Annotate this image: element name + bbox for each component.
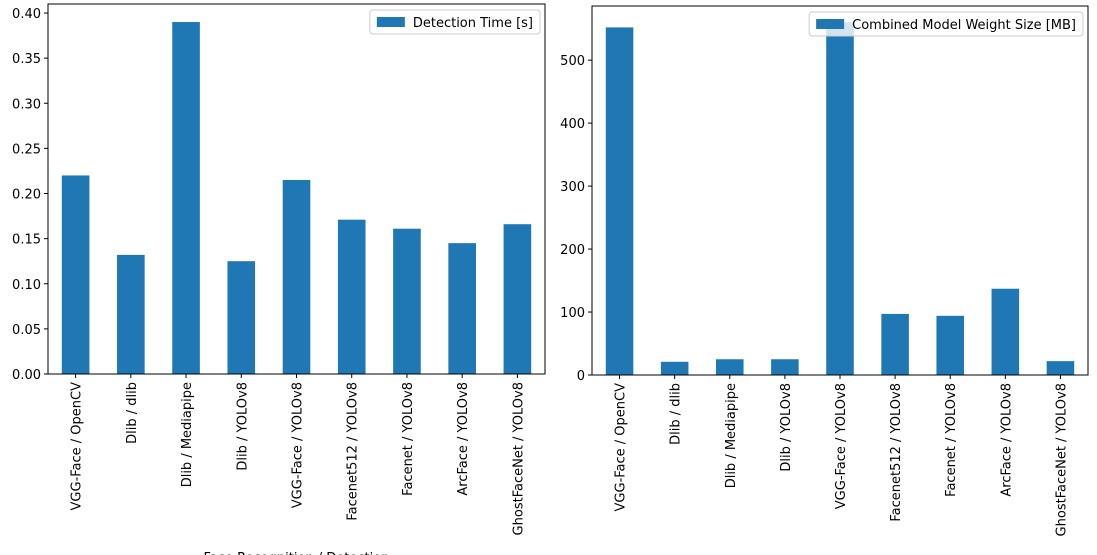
bar [337, 219, 366, 374]
bar [61, 175, 90, 374]
y-tick-label: 500 [560, 54, 585, 69]
bar [881, 313, 909, 375]
legend-label: Combined Model Weight Size [MB] [852, 18, 1076, 33]
x-tick-label: ArcFace / YOLOv8 [456, 382, 471, 496]
x-tick-label: Dlib / YOLOv8 [235, 382, 250, 471]
legend-box [808, 11, 1084, 37]
bar [282, 179, 311, 374]
bar [117, 254, 145, 374]
bar [1046, 361, 1075, 375]
bar [448, 243, 476, 374]
x-tick-label: VGG-Face / OpenCV [614, 383, 629, 512]
y-tick-label: 0.25 [12, 142, 41, 157]
legend: Combined Model Weight Size [MB] [808, 11, 1084, 37]
legend-box [369, 9, 541, 35]
bar [605, 27, 634, 376]
y-tick-label: 0.05 [12, 323, 41, 338]
x-tick-label: Facenet / YOLOv8 [944, 383, 959, 497]
y-tick-label: 0.20 [12, 188, 41, 203]
y-tick-label: 0.15 [12, 233, 41, 248]
x-tick-label: Facenet512 / YOLOv8 [346, 382, 361, 521]
x-tick-label: Dlib / Mediapipe [180, 382, 195, 487]
legend: Detection Time [s] [369, 9, 541, 35]
x-tick-label: Dlib / Mediapipe [724, 383, 739, 488]
x-tick-label: Dlib / YOLOv8 [779, 383, 794, 472]
bar [227, 261, 256, 374]
x-tick-label: Dlib / dlib [669, 383, 684, 445]
x-tick-label: VGG-Face / OpenCV [70, 382, 85, 511]
y-tick-label: 0.35 [12, 52, 41, 67]
legend-swatch [816, 19, 845, 29]
bar [771, 359, 799, 375]
y-tick-label: 0.40 [12, 7, 41, 22]
x-tick-label: VGG-Face / YOLOv8 [291, 382, 306, 508]
bar [991, 288, 1020, 375]
y-tick-label: 0.00 [12, 368, 41, 383]
bar [716, 359, 744, 375]
legend-swatch [376, 17, 405, 27]
x-tick-label: Facenet512 / YOLOv8 [889, 383, 904, 522]
bar [503, 224, 532, 374]
bar [393, 228, 421, 374]
y-tick-label: 200 [560, 243, 585, 258]
y-tick-label: 0 [577, 369, 585, 384]
x-tick-label: Facenet / YOLOv8 [401, 382, 416, 496]
y-tick-label: 300 [560, 180, 585, 195]
y-tick-label: 0.30 [12, 97, 41, 112]
legend-label: Detection Time [s] [413, 16, 533, 31]
y-tick-label: 100 [560, 306, 585, 321]
x-tick-label: GhostFaceNet / YOLOv8 [511, 382, 526, 535]
bar [172, 22, 200, 375]
bar [936, 315, 964, 375]
y-tick-label: 400 [560, 117, 585, 132]
bar [826, 22, 854, 376]
x-tick-label: GhostFaceNet / YOLOv8 [1054, 383, 1069, 536]
x-tick-label: Dlib / dlib [125, 382, 140, 444]
x-axis-label: Face Recognition / Detection [204, 551, 390, 555]
x-tick-label: ArcFace / YOLOv8 [999, 383, 1014, 497]
x-tick-label: VGG-Face / YOLOv8 [834, 383, 849, 509]
y-tick-label: 0.10 [12, 278, 41, 293]
bar [660, 361, 689, 375]
